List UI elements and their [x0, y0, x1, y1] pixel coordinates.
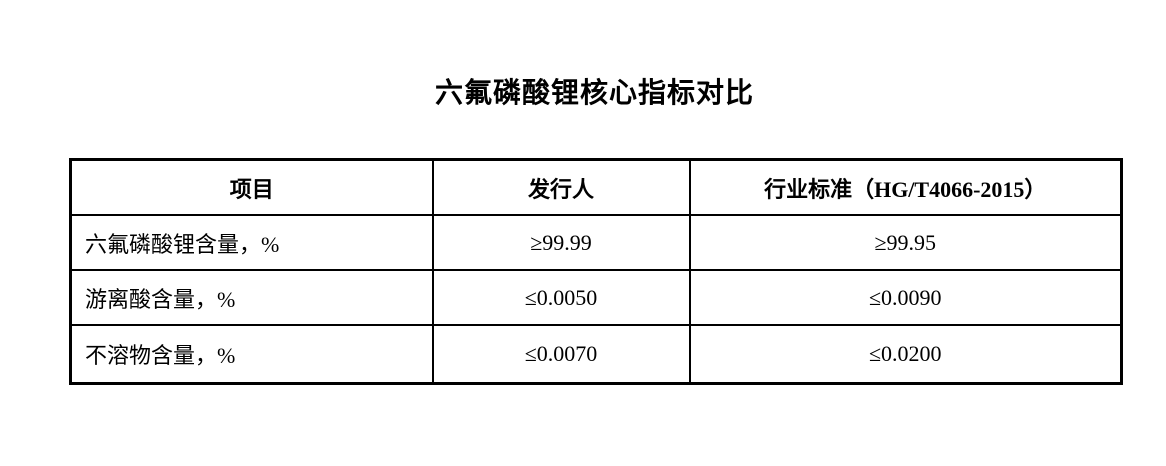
- issuer-value-insoluble-content: ≤0.0070: [431, 324, 691, 385]
- issuer-value-lipf6-content: ≥99.99: [431, 214, 691, 271]
- table-row: 六氟磷酸锂含量，% ≥99.99 ≥99.95: [69, 214, 1123, 271]
- page-title: 六氟磷酸锂核心指标对比: [434, 78, 754, 109]
- header-issuer: 发行人: [431, 158, 691, 216]
- table-header-row: 项目 发行人 行业标准（HG/T4066-2015）: [69, 158, 1123, 216]
- header-industry-standard: 行业标准（HG/T4066-2015）: [688, 158, 1123, 216]
- row-label-lipf6-content: 六氟磷酸锂含量，%: [69, 214, 434, 271]
- standard-value-free-acid-content: ≤0.0090: [688, 269, 1123, 326]
- table-row: 不溶物含量，% ≤0.0070 ≤0.0200: [69, 324, 1123, 385]
- standard-value-insoluble-content: ≤0.0200: [688, 324, 1123, 385]
- standard-value-lipf6-content: ≥99.95: [688, 214, 1123, 271]
- comparison-table: 项目 发行人 行业标准（HG/T4066-2015） 六氟磷酸锂含量，% ≥99…: [69, 158, 1123, 385]
- header-item: 项目: [69, 158, 434, 216]
- row-label-free-acid-content: 游离酸含量，%: [69, 269, 434, 326]
- row-label-insoluble-content: 不溶物含量，%: [69, 324, 434, 385]
- issuer-value-free-acid-content: ≤0.0050: [431, 269, 691, 326]
- table-row: 游离酸含量，% ≤0.0050 ≤0.0090: [69, 269, 1123, 326]
